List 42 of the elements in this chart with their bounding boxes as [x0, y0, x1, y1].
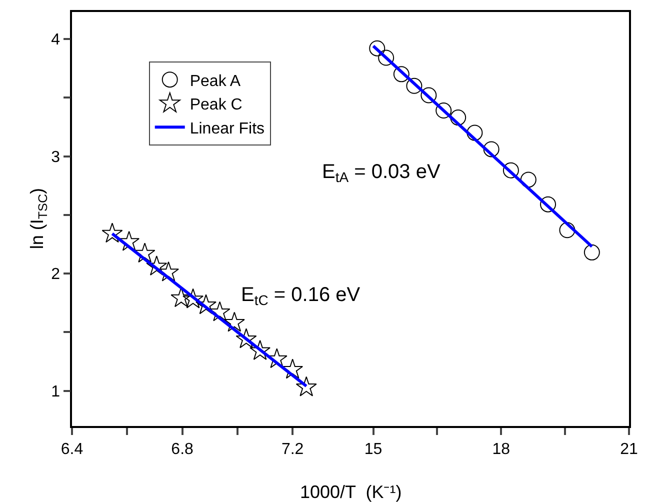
- annotation: E$_{tC}$ = 0.16 eV: [241, 284, 361, 308]
- legend-label: Linear Fits: [190, 120, 265, 138]
- point: [466, 124, 483, 141]
- point: [158, 261, 179, 282]
- y-tick-label: 1: [51, 383, 60, 400]
- point: [369, 40, 386, 56]
- x-tick-label: 21: [620, 440, 638, 458]
- point: [224, 312, 245, 332]
- point: [420, 87, 437, 104]
- x-tick-label: 15: [364, 440, 382, 458]
- x-tick-label: 6.8: [171, 440, 194, 458]
- point: [236, 328, 257, 348]
- legend-label: Peak C: [190, 96, 242, 114]
- y-tick-label: 2: [51, 266, 60, 284]
- point: [502, 162, 519, 178]
- point: [102, 222, 123, 243]
- point: [378, 50, 394, 66]
- annotation: E$_{tA}$ = 0.03 eV: [322, 161, 441, 186]
- point: [182, 288, 204, 308]
- point: [483, 141, 500, 158]
- point: [134, 242, 156, 263]
- point: [406, 78, 422, 94]
- point: [209, 301, 230, 322]
- point: [282, 358, 304, 379]
- point: [250, 340, 271, 360]
- point: [584, 244, 600, 260]
- point: [540, 196, 556, 212]
- point: [146, 256, 168, 276]
- x-axis-title: 1000/T (K⁻¹): [300, 482, 402, 502]
- point: [450, 110, 466, 126]
- point: [393, 66, 410, 82]
- y-tick-label: 4: [51, 32, 60, 49]
- x-tick-label: 6.4: [60, 440, 84, 458]
- y-tick-label: 3: [51, 148, 60, 166]
- x-tick-label: 7.2: [281, 440, 304, 458]
- point: [170, 287, 192, 308]
- x-tick-label: 18: [492, 440, 510, 458]
- legend-label: Peak A: [190, 72, 241, 90]
- point: [196, 294, 216, 314]
- point: [436, 102, 452, 119]
- point: [296, 376, 317, 396]
- point: [559, 222, 576, 238]
